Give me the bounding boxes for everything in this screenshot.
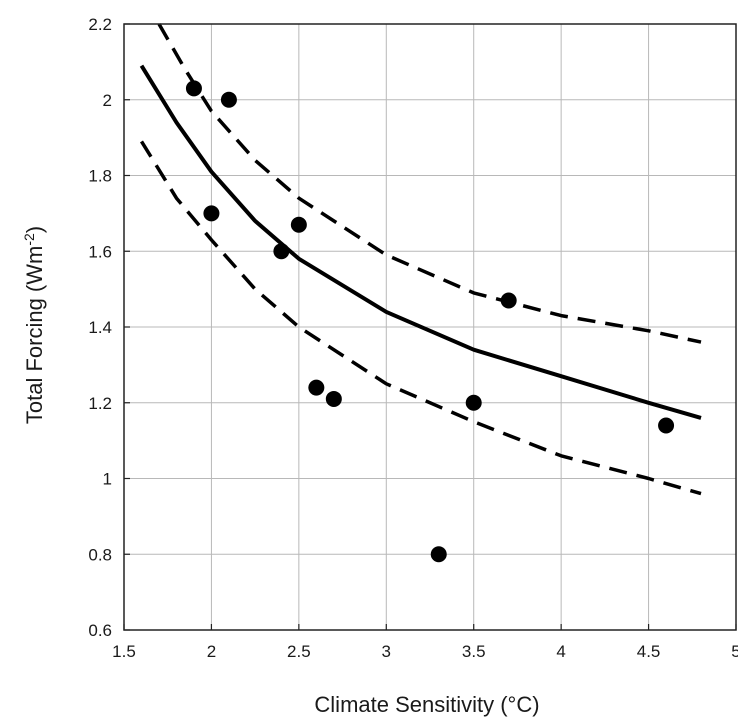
y-tick-label: 1.6 [88,242,112,261]
x-tick-label: 4.5 [637,642,661,661]
x-tick-label: 2 [207,642,216,661]
y-tick-label: 1.2 [88,394,112,413]
x-tick-label: 5 [731,642,738,661]
data-point [308,379,325,396]
gridlines [123,23,737,631]
data-point [220,91,237,108]
plot-frame [123,23,737,631]
y-axis-title-close: ) [22,226,47,233]
data-point [430,546,447,563]
best-fit-curve [139,64,702,420]
y-tick-label: 1 [103,470,112,489]
confidence-bound-curve [157,23,702,344]
x-tick-label: 2.5 [287,642,311,661]
data-point [273,243,290,260]
data-point [465,394,482,411]
x-tick-label: 4 [556,642,565,661]
data-point [185,80,202,97]
y-tick-label: 0.6 [88,621,112,640]
x-tick-label: 3 [382,642,391,661]
data-point [500,292,517,309]
y-axis-title: Total Forcing (Wm-2) [21,226,47,424]
x-axis-title: Climate Sensitivity (°C) [314,692,539,717]
tick-labels: 1.5 2 2.5 3 3.5 4 4.5 5 0.6 0.8 1 1.2 1.4 1.6 1.8 2 2.2 [88,15,738,661]
y-tick-label: 2 [103,91,112,110]
data-point [203,205,220,222]
data-point [290,216,307,233]
y-axis-title-base: Total Forcing (Wm [22,246,47,424]
confidence-bound-curve [140,140,702,496]
data-point [658,417,675,434]
y-tick-label: 0.8 [88,545,112,564]
y-tick-label: 1.8 [88,167,112,186]
y-tick-label: 1.4 [88,318,112,337]
fit-curves [139,23,702,496]
x-tick-label: 3.5 [462,642,486,661]
data-point [325,390,342,407]
y-tick-label: 2.2 [88,15,112,34]
x-tick-label: 1.5 [112,642,136,661]
data-points [185,80,675,563]
y-axis-title-superscript: -2 [21,233,37,246]
